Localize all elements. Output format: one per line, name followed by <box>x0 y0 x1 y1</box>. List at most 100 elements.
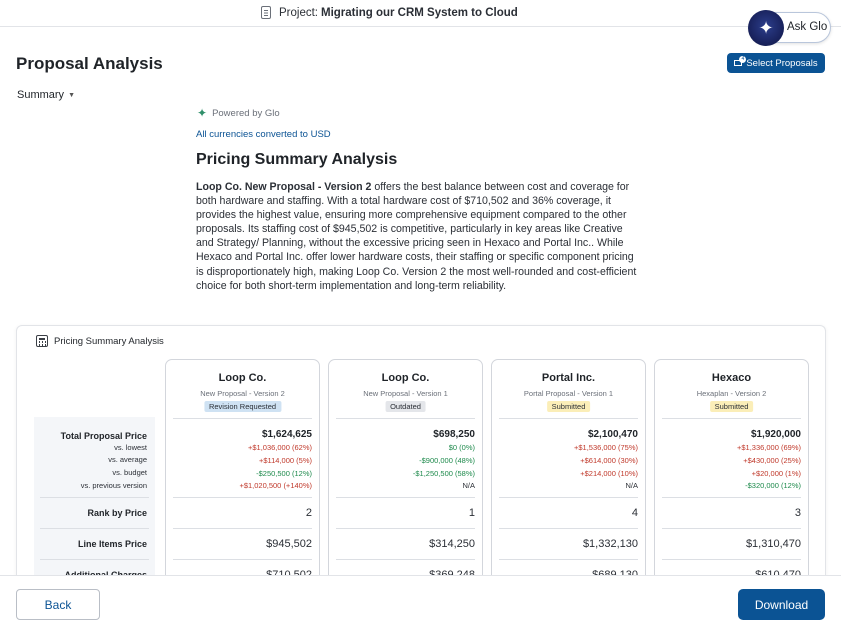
card-divider <box>499 497 638 498</box>
card-divider <box>662 559 801 560</box>
row-divider <box>40 528 149 529</box>
card-divider <box>173 497 312 498</box>
vs-average-value: -$900,000 (48%) <box>419 456 475 465</box>
ask-glo-button[interactable]: ✦ Ask Glo <box>748 10 831 46</box>
card-divider <box>336 418 475 419</box>
summary-body: offers the best balance between cost and… <box>196 181 637 292</box>
card-divider <box>173 559 312 560</box>
rank-value: 2 <box>305 507 312 519</box>
summary-lead: Loop Co. New Proposal - Version 2 <box>196 181 372 193</box>
row-label-line-items: Line Items Price <box>77 539 147 549</box>
line-items-value: $1,310,470 <box>745 538 801 550</box>
proposal-vendor: Loop Co. <box>218 372 267 384</box>
panel-title-label: Pricing Summary Analysis <box>54 335 164 347</box>
vs-lowest-value: $0 (0%) <box>448 443 475 452</box>
vs-budget-value: +$20,000 (1%) <box>751 469 801 478</box>
sparkle-icon: ✦ <box>197 106 208 120</box>
card-divider <box>173 418 312 419</box>
vs-previous-value: N/A <box>625 481 638 490</box>
download-button[interactable]: Download <box>738 589 825 620</box>
vs-average-value: +$430,000 (25%) <box>743 456 801 465</box>
row-label-rank: Rank by Price <box>87 508 147 518</box>
glo-sparkle-icon: ✦ <box>748 10 784 46</box>
ask-glo-label: Ask Glo <box>787 21 828 33</box>
line-items-value: $945,502 <box>266 538 312 550</box>
card-divider <box>499 418 638 419</box>
line-items-value: $314,250 <box>429 538 475 550</box>
top-bar: Project: Migrating our CRM System to Clo… <box>0 0 841 27</box>
total-price: $698,250 <box>433 429 475 440</box>
document-icon <box>261 6 271 19</box>
project-breadcrumb: Project: Migrating our CRM System to Clo… <box>261 6 518 19</box>
footer-bar: Back Download <box>0 575 841 630</box>
vs-budget-value: -$250,500 (12%) <box>256 469 312 478</box>
status-badge: Submitted <box>709 401 754 412</box>
proposal-vendor: Loop Co. <box>381 372 430 384</box>
page-title: Proposal Analysis <box>16 54 163 73</box>
vs-average-value: +$114,000 (5%) <box>258 456 312 465</box>
status-badge: Submitted <box>546 401 591 412</box>
selected-count-badge: 4 <box>739 56 747 63</box>
card-divider <box>336 528 475 529</box>
rank-value: 3 <box>794 507 801 519</box>
panel-title: Pricing Summary Analysis <box>36 335 164 347</box>
card-divider <box>336 559 475 560</box>
currency-note: All currencies converted to USD <box>196 129 331 140</box>
proposal-version: Hexaplan - Version 2 <box>696 389 767 398</box>
rank-value: 1 <box>468 507 475 519</box>
pricing-analysis-panel: Pricing Summary Analysis Total Proposal … <box>16 325 826 585</box>
vs-previous-value: N/A <box>462 481 475 490</box>
card-divider <box>662 497 801 498</box>
vs-lowest-value: +$1,536,000 (75%) <box>573 443 638 452</box>
row-label-vs-average: vs. average <box>108 455 147 464</box>
chevron-down-icon: ▼ <box>68 91 75 99</box>
row-divider <box>40 559 149 560</box>
proposal-card: Loop Co. New Proposal - Version 1 Outdat… <box>328 359 483 585</box>
vs-lowest-value: +$1,036,000 (62%) <box>247 443 312 452</box>
powered-by: ✦ Powered by Glo <box>197 106 280 120</box>
proposal-vendor: Hexaco <box>711 372 752 384</box>
total-price: $1,624,625 <box>261 429 312 440</box>
proposal-card: Hexaco Hexaplan - Version 2 Submitted $1… <box>654 359 809 585</box>
row-label-vs-previous: vs. previous version <box>80 481 147 490</box>
proposal-version: New Proposal - Version 2 <box>200 389 285 398</box>
card-divider <box>499 559 638 560</box>
card-divider <box>336 497 475 498</box>
summary-paragraph: Loop Co. New Proposal - Version 2 offers… <box>196 180 641 293</box>
vs-average-value: +$614,000 (30%) <box>580 456 638 465</box>
row-labels-column: Total Proposal Price vs. lowest vs. aver… <box>34 417 155 585</box>
proposal-vendor: Portal Inc. <box>541 372 596 384</box>
summary-title: Pricing Summary Analysis <box>196 151 398 168</box>
card-divider <box>662 528 801 529</box>
row-label-vs-budget: vs. budget <box>112 468 147 477</box>
proposal-version: New Proposal - Version 1 <box>363 389 448 398</box>
rank-value: 4 <box>631 507 638 519</box>
vs-budget-value: +$214,000 (10%) <box>580 469 638 478</box>
total-price: $2,100,470 <box>587 429 638 440</box>
vs-previous-value: -$320,000 (12%) <box>745 481 801 490</box>
proposal-card: Portal Inc. Portal Proposal - Version 1 … <box>491 359 646 585</box>
row-label-total: Total Proposal Price <box>60 431 147 441</box>
status-badge: Revision Requested <box>203 401 282 412</box>
vs-lowest-value: +$1,336,000 (69%) <box>736 443 801 452</box>
status-badge: Outdated <box>385 401 426 412</box>
proposal-card: Loop Co. New Proposal - Version 2 Revisi… <box>165 359 320 585</box>
row-divider <box>40 497 149 498</box>
card-divider <box>173 528 312 529</box>
line-items-value: $1,332,130 <box>582 538 638 550</box>
row-label-vs-lowest: vs. lowest <box>114 443 147 452</box>
project-name: Migrating our CRM System to Cloud <box>321 6 518 19</box>
proposal-version: Portal Proposal - Version 1 <box>523 389 614 398</box>
powered-by-label: Powered by Glo <box>212 107 280 119</box>
select-proposals-label: Select Proposals <box>746 57 818 69</box>
card-divider <box>499 528 638 529</box>
vs-previous-value: +$1,020,500 (+140%) <box>239 481 312 490</box>
calculator-icon <box>36 335 48 347</box>
total-price: $1,920,000 <box>750 429 801 440</box>
card-divider <box>662 418 801 419</box>
back-button[interactable]: Back <box>16 589 100 620</box>
project-label: Project: <box>279 6 318 19</box>
view-selector-dropdown[interactable]: Summary ▼ <box>17 89 75 101</box>
vs-budget-value: -$1,250,500 (58%) <box>412 469 475 478</box>
select-proposals-button[interactable]: 4 Select Proposals <box>727 53 825 73</box>
